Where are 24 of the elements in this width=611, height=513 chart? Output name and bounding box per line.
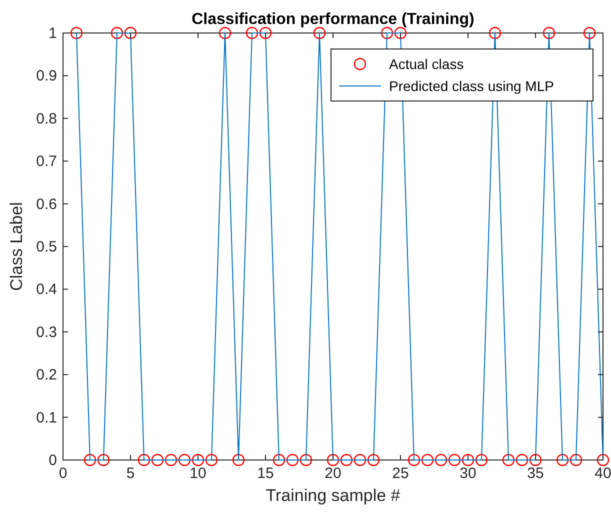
y-tick-label: 0.1 xyxy=(36,409,57,426)
x-tick-label: 30 xyxy=(460,465,476,482)
legend-label: Actual class xyxy=(389,56,464,72)
y-tick-label: 0.7 xyxy=(36,153,57,170)
chart-title: Classification performance (Training) xyxy=(192,11,474,28)
x-tick-label: 10 xyxy=(190,465,206,482)
y-tick-label: 0.9 xyxy=(36,68,57,85)
y-tick-label: 0.3 xyxy=(36,324,57,341)
x-tick-label: 25 xyxy=(392,465,409,482)
y-tick-label: 0 xyxy=(48,452,57,469)
y-tick-label: 0.5 xyxy=(36,238,57,256)
x-tick-label: 40 xyxy=(594,465,611,482)
x-tick-label: 20 xyxy=(324,465,342,482)
y-axis-title: Class Label xyxy=(7,202,26,291)
x-tick-label: 5 xyxy=(126,465,135,482)
y-tick-label: 0.6 xyxy=(36,196,57,213)
legend-label: Predicted class using MLP xyxy=(389,78,554,94)
x-tick-label: 15 xyxy=(257,465,274,482)
x-tick-label: 35 xyxy=(527,465,544,482)
y-tick-label: 0.8 xyxy=(36,110,57,128)
y-tick-label: 0.2 xyxy=(36,366,57,384)
y-tick-label: 0.4 xyxy=(36,281,57,298)
y-tick-label: 1 xyxy=(48,25,57,42)
x-axis-title: Training sample # xyxy=(266,486,401,505)
